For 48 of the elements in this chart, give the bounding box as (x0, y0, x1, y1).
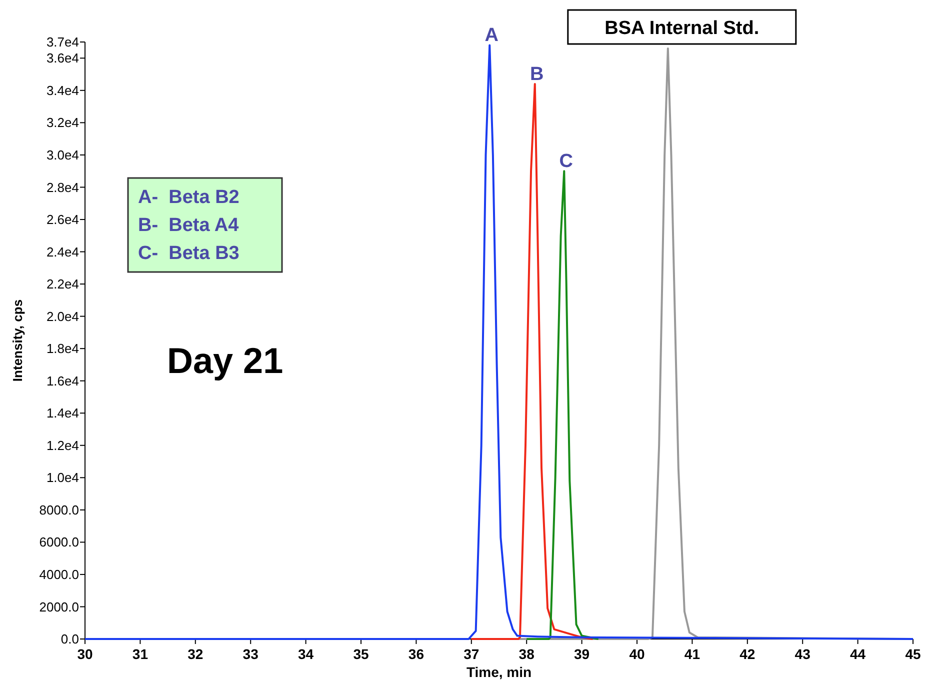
y-tick-label: 6000.0 (39, 534, 79, 550)
y-tick-label: 3.2e4 (46, 115, 79, 130)
annotation: C- Beta B3 (138, 243, 240, 264)
x-tick-label: 45 (905, 646, 921, 662)
y-tick-label: 2.0e4 (46, 308, 79, 324)
y-tick-label: 2.2e4 (46, 276, 79, 292)
y-tick-label: 2000.0 (39, 599, 79, 614)
y-tick-label: 2.8e4 (46, 180, 79, 195)
x-tick-label: 37 (464, 646, 480, 662)
y-tick-label: 0.0 (60, 632, 79, 647)
series-label: C (559, 151, 574, 172)
y-tick-label: 1.2e4 (46, 438, 79, 453)
x-axis-title: Time, min (466, 664, 532, 680)
x-tick-label: 38 (518, 646, 535, 662)
x-tick-label: 43 (794, 646, 811, 662)
y-tick-label: 1.6e4 (46, 373, 79, 388)
line-series (470, 82, 594, 640)
y-tick-label: 1.4e4 (46, 406, 79, 421)
y-tick-label: 8000.0 (39, 502, 79, 518)
x-tick-label: 31 (132, 646, 148, 662)
y-tick-label: 3.0e4 (46, 147, 79, 162)
y-tick-label: 2.4e4 (46, 244, 79, 260)
annotation: Day 21 (167, 340, 284, 381)
y-tick-label: 1.8e4 (46, 341, 79, 356)
x-tick-label: 44 (850, 646, 866, 662)
series-label: BSA Internal Std. (604, 18, 760, 39)
x-tick-label: 41 (684, 646, 700, 662)
y-tick-label: 3.7e4 (46, 34, 79, 50)
x-tick-label: 39 (574, 646, 590, 662)
y-tick-label: 4000.0 (39, 567, 79, 582)
x-tick-label: 32 (188, 646, 204, 662)
x-tick-label: 40 (629, 646, 645, 662)
series-label: A (484, 25, 499, 46)
x-tick-label: 42 (740, 646, 756, 662)
y-tick-label: 3.4e4 (46, 82, 79, 98)
x-tick-label: 35 (353, 646, 369, 662)
x-tick-label: 34 (298, 646, 314, 662)
line-series (526, 170, 600, 640)
x-tick-label: 33 (242, 646, 259, 662)
y-axis-title: Intensity, cps (10, 299, 25, 382)
x-tick-label: 36 (408, 646, 424, 662)
y-tick-label: 3.6e4 (46, 50, 79, 66)
annotation: A- Beta B2 (138, 187, 240, 208)
y-tick-label: 1.0e4 (46, 470, 79, 486)
series-label: B (530, 64, 544, 85)
y-tick-label: 2.6e4 (46, 212, 79, 228)
annotation: B- Beta A4 (138, 215, 240, 236)
x-tick-label: 30 (77, 646, 93, 662)
